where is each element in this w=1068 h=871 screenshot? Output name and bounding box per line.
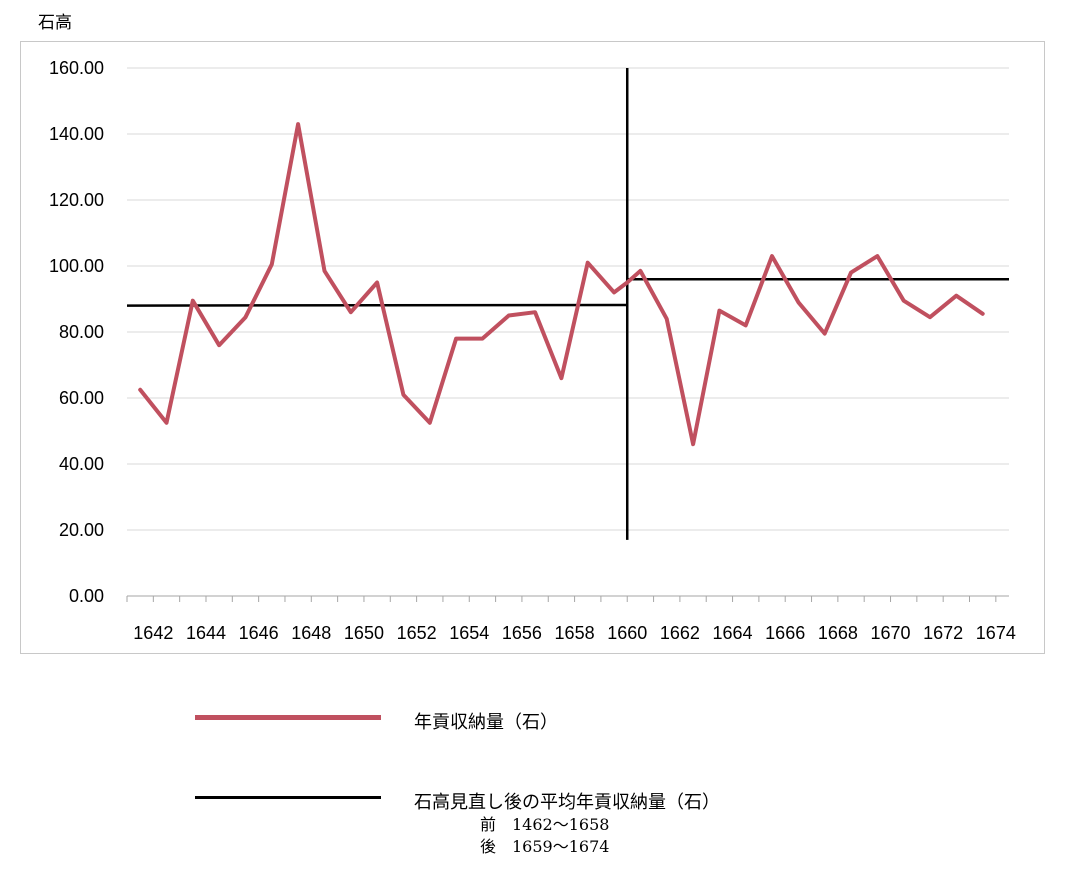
y-axis-title: 石高 [38,13,72,33]
y-tick-label: 0.00 [69,586,104,606]
legend-label-average: 石高見直し後の平均年貢収納量（石） [414,792,720,813]
tax-yield-point [612,290,616,294]
tax-yield-point [164,421,168,425]
line-chart: 0.00 20.00 40.00 60.00 80.00 100.00 120.00 140.… [49,58,1016,643]
y-tick-label: 160.00 [49,58,104,78]
y-tick-label: 120.00 [49,190,104,210]
tax-yield-point [138,388,142,392]
x-tick-label: 1648 [291,623,331,643]
tax-yield-point [928,315,932,319]
tax-yield-point [533,310,537,314]
series-layer [126,68,1009,540]
x-tick-label: 1646 [239,623,279,643]
tax-yield-point [875,254,879,258]
tax-yield-point [454,337,458,341]
x-tick-label: 1668 [818,623,858,643]
y-tick-label: 40.00 [59,454,104,474]
tax-yield-point [296,122,300,126]
average-line-segment [126,303,628,307]
tax-yield-point [428,421,432,425]
tax-yield-point [270,262,274,266]
tax-yield-point [349,310,353,314]
x-tick-label: 1650 [344,623,384,643]
tax-yield-line [138,122,985,447]
tax-yield-point [322,269,326,273]
y-tick-labels: 0.00 20.00 40.00 60.00 80.00 100.00 120.00 140.… [49,58,104,606]
y-tick-label: 100.00 [49,256,104,276]
x-tick-label: 1674 [976,623,1016,643]
x-tick-label: 1670 [870,623,910,643]
x-tick-label: 1652 [397,623,437,643]
tax-yield-point [796,300,800,304]
grid-lines [127,67,1009,531]
x-tick-label: 1664 [713,623,753,643]
tax-yield-point [480,337,484,341]
y-tick-label: 140.00 [49,124,104,144]
x-tick-label: 1662 [660,623,700,643]
tax-yield-point [586,261,590,265]
legend-period-after: 後 1659〜1674 [480,837,610,856]
tax-yield-point [770,254,774,258]
tax-yield-point [217,343,221,347]
tax-yield-point [849,271,853,275]
y-tick-label: 60.00 [59,388,104,408]
legend-swatch-tax-yield [195,715,381,720]
tax-yield-point [625,281,629,284]
tax-yield-point [559,376,563,380]
tax-yield-point [744,323,748,327]
x-tick-label: 1654 [449,623,489,643]
x-tick-label: 1642 [133,623,173,643]
x-tick-labels: 1642 1644 1646 1648 1650 1652 1654 1656 1658 1660… [133,623,1016,643]
tax-yield-point [717,309,721,313]
legend-label-tax-yield: 年貢収納量（石） [414,712,558,733]
y-tick-label: 80.00 [59,322,104,342]
axes [126,595,1009,602]
tax-yield-point [665,317,669,321]
tax-yield-point [902,299,906,303]
tax-yield-point [981,312,985,316]
tax-yield-point [243,315,247,319]
tax-yield-point [823,332,827,336]
tax-yield-point [401,393,405,397]
chart-frame [20,41,1045,654]
tax-yield-point [638,269,642,273]
tax-yield-point [691,442,695,446]
x-tick-label: 1656 [502,623,542,643]
y-tick-label: 20.00 [59,520,104,540]
tax-yield-point [954,294,958,298]
legend-swatch-average [195,796,381,799]
x-tick-label: 1644 [186,623,226,643]
x-tick-label: 1660 [607,623,647,643]
legend: 年貢収納量（石） 石高見直し後の平均年貢収納量（石） 前 1462〜1658 後… [0,690,1068,870]
tax-yield-point [191,299,195,303]
x-tick-label: 1658 [555,623,595,643]
tax-yield-point [507,314,511,317]
tax-yield-point [375,281,379,284]
legend-period-before: 前 1462〜1658 [480,815,610,834]
x-tick-label: 1666 [765,623,805,643]
x-tick-label: 1672 [923,623,963,643]
